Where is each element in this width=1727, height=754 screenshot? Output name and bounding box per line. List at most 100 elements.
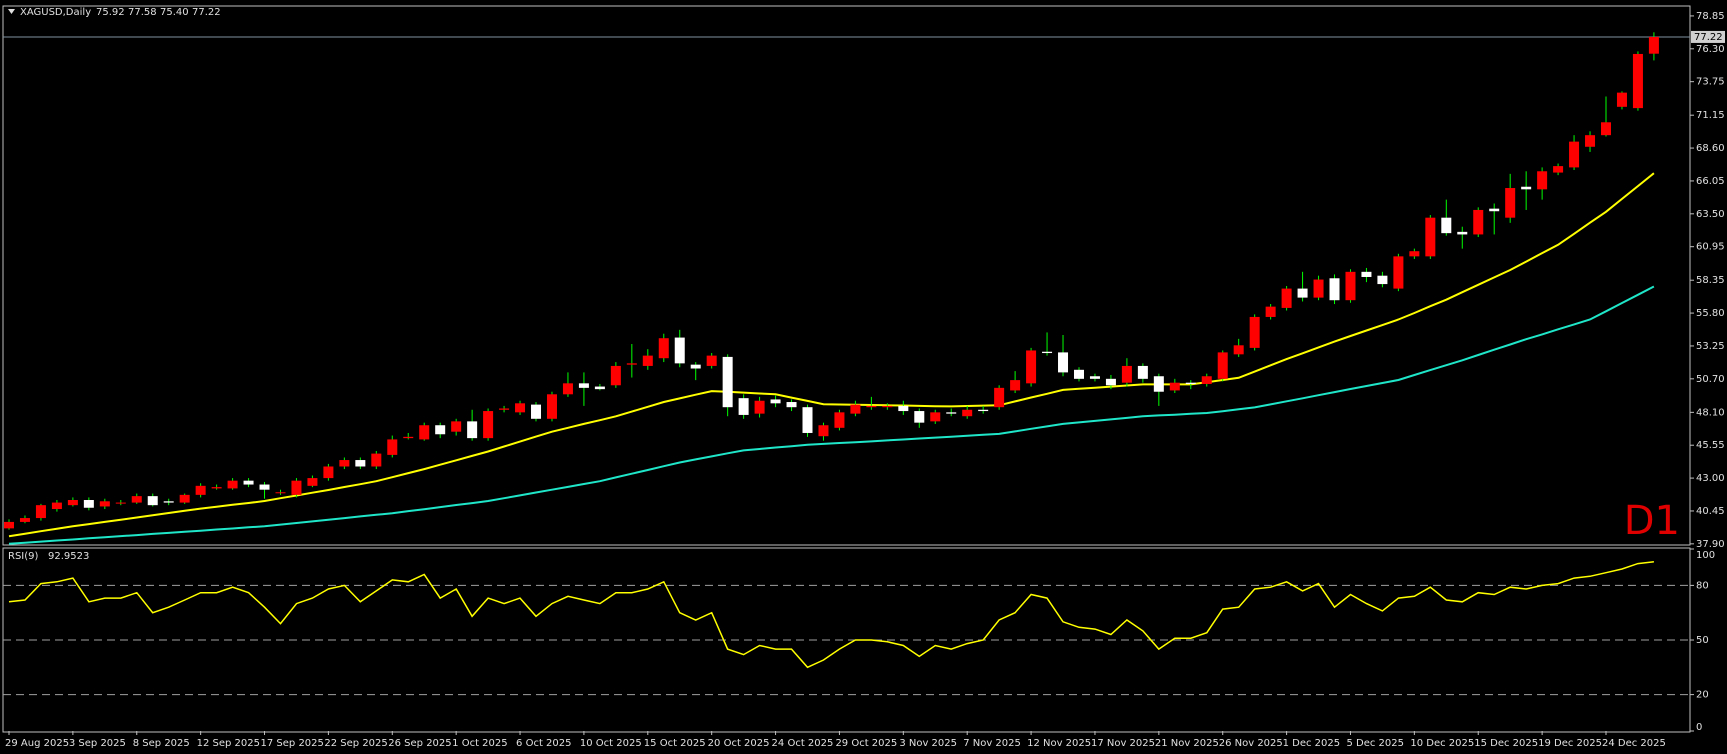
- candle-body: [1537, 171, 1548, 190]
- candle-body: [275, 492, 286, 494]
- header-value: 77.58: [128, 7, 157, 18]
- candle-body: [1473, 209, 1484, 235]
- candle-body: [19, 518, 30, 522]
- candle-body: [451, 421, 462, 432]
- y-tick-label: 53.25: [1696, 341, 1725, 352]
- candle-body: [1632, 53, 1643, 109]
- candle-body: [1616, 92, 1627, 107]
- x-tick-label: 19 Dec 2025: [1538, 738, 1602, 749]
- y-tick-label: 40.45: [1696, 506, 1725, 517]
- candle-body: [978, 409, 989, 412]
- candle-body: [515, 403, 526, 413]
- y-tick-label: 45.55: [1696, 440, 1725, 451]
- candle-body: [1409, 251, 1420, 257]
- rsi-tick-label: 0: [1696, 722, 1702, 733]
- x-tick-label: 26 Nov 2025: [1219, 738, 1283, 749]
- candle-body: [1073, 369, 1084, 379]
- candle-body: [211, 487, 222, 489]
- candle-body: [994, 387, 1005, 408]
- rsi-tick-label: 80: [1696, 580, 1709, 591]
- candle-body: [818, 425, 829, 437]
- candle-body: [99, 501, 110, 507]
- candle-body: [946, 412, 957, 414]
- candle-body: [1233, 345, 1244, 355]
- candle-body: [914, 411, 925, 423]
- header-value: 77.22: [192, 7, 221, 18]
- candle-body: [1249, 316, 1260, 348]
- candle-body: [1361, 271, 1372, 277]
- candle-body: [834, 412, 845, 428]
- candle-body: [1585, 135, 1596, 147]
- candle-body: [658, 338, 669, 359]
- x-tick-label: 26 Sep 2025: [388, 738, 451, 749]
- candle-body: [1105, 378, 1116, 386]
- y-tick-label: 68.60: [1696, 143, 1725, 154]
- x-tick-label: 7 Nov 2025: [963, 738, 1021, 749]
- candle-body: [1026, 350, 1037, 384]
- candle-body: [546, 394, 557, 419]
- candle-body: [1425, 217, 1436, 257]
- candle-body: [722, 356, 733, 408]
- candle-body: [1169, 382, 1180, 391]
- candle-body: [163, 501, 174, 503]
- x-tick-label: 15 Oct 2025: [644, 738, 706, 749]
- y-tick-label: 66.05: [1696, 176, 1725, 187]
- candle-body: [1377, 275, 1388, 285]
- candle-body: [738, 398, 749, 415]
- candle-body: [626, 363, 637, 365]
- candle-body: [35, 505, 46, 519]
- y-tick-label: 37.90: [1696, 539, 1725, 550]
- candle-body: [339, 460, 350, 467]
- x-tick-label: 24 Dec 2025: [1602, 738, 1666, 749]
- candle-body: [1505, 188, 1516, 218]
- y-tick-label: 58.35: [1696, 275, 1725, 286]
- candle-body: [1153, 376, 1164, 392]
- candle-body: [499, 408, 510, 410]
- candle-body: [1569, 141, 1580, 168]
- candle-body: [531, 404, 542, 419]
- candle-body: [850, 404, 861, 414]
- candle-body: [1601, 122, 1611, 136]
- candle-body: [1521, 186, 1532, 190]
- candle-body: [131, 496, 142, 503]
- x-tick-label: 29 Oct 2025: [835, 738, 897, 749]
- candle-body: [1185, 382, 1196, 384]
- candle-body: [674, 337, 685, 364]
- rsi-title: RSI(9): [8, 551, 39, 562]
- candle-body: [578, 383, 589, 388]
- candle-body: [1553, 166, 1564, 173]
- y-tick-label: 78.85: [1696, 11, 1725, 22]
- candle-body: [1042, 351, 1053, 354]
- x-tick-label: 1 Dec 2025: [1283, 738, 1341, 749]
- price-tag-bg: [1691, 30, 1725, 43]
- candle-body: [594, 386, 605, 390]
- candle-body: [1217, 352, 1228, 379]
- candle-body: [1297, 288, 1308, 298]
- x-tick-label: 12 Sep 2025: [197, 738, 260, 749]
- candle-body: [435, 425, 446, 435]
- menu-arrow[interactable]: [8, 9, 15, 14]
- candle-body: [115, 502, 126, 504]
- candle-body: [610, 365, 621, 386]
- rsi-value: 92.9523: [48, 551, 89, 562]
- candle-body: [754, 400, 765, 414]
- x-tick-label: 17 Sep 2025: [261, 738, 324, 749]
- candle-body: [1058, 352, 1069, 373]
- candle-body: [147, 496, 158, 506]
- x-tick-label: 6 Oct 2025: [516, 738, 571, 749]
- x-tick-label: 12 Nov 2025: [1027, 738, 1091, 749]
- y-tick-label: 76.30: [1696, 44, 1725, 55]
- candle-body: [1089, 376, 1100, 379]
- candle-body: [898, 405, 909, 412]
- candle-body: [1010, 380, 1021, 391]
- candle-body: [1441, 217, 1452, 234]
- candle-body: [770, 399, 781, 404]
- candle-body: [355, 460, 366, 467]
- y-tick-label: 50.70: [1696, 374, 1725, 385]
- candle-body: [403, 436, 414, 439]
- candle-body: [1137, 365, 1148, 379]
- main-frame: [2, 5, 1691, 546]
- x-tick-label: 24 Oct 2025: [772, 738, 834, 749]
